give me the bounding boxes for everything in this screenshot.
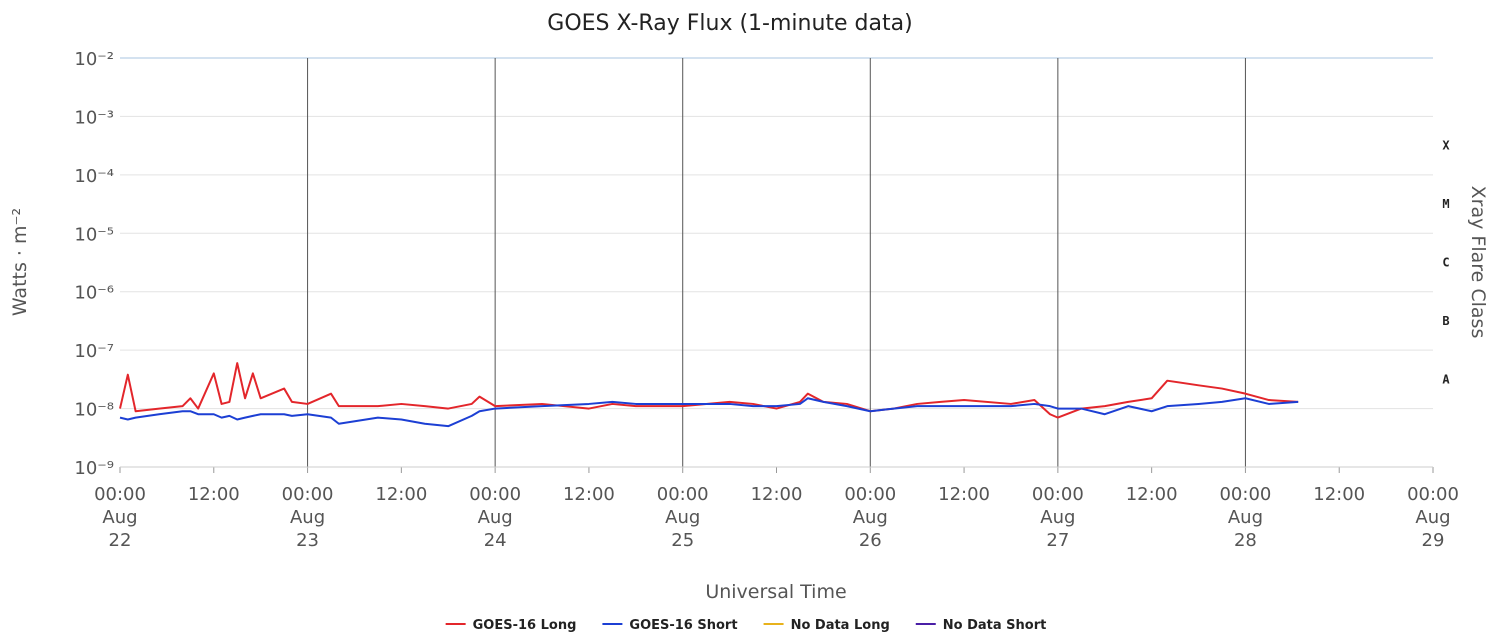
legend-label: GOES-16 Long [473, 618, 577, 633]
legend-item: No Data Long [763, 618, 890, 633]
x-tick-label: 00:00 Aug 22 [94, 484, 146, 551]
x-tick-label-line: 24 [484, 530, 507, 551]
x-tick-label-line: 12:00 [751, 484, 803, 505]
x-tick-label: 00:00 Aug 27 [1032, 484, 1084, 551]
x-tick-label-line: 26 [859, 530, 882, 551]
x-tick-label: 12:00 [375, 484, 427, 505]
chart-title: GOES X-Ray Flux (1-minute data) [547, 11, 912, 36]
flare-class-label: C [1442, 256, 1449, 270]
x-tick-label-line: 23 [296, 530, 319, 551]
y-tick-label: 10⁻³ [74, 107, 114, 128]
x-tick-label-line: 12:00 [938, 484, 990, 505]
y-tick-label: 10⁻⁷ [74, 341, 114, 362]
x-tick-label-line: 29 [1422, 530, 1445, 551]
x-tick-label-line: 12:00 [188, 484, 240, 505]
x-tick-label-line: Aug [1415, 507, 1450, 528]
y-tick-label: 10⁻⁶ [74, 283, 114, 304]
x-tick-label-line: 12:00 [1313, 484, 1365, 505]
x-tick-label-line: 00:00 [657, 484, 709, 505]
x-tick-label-line: Aug [1040, 507, 1075, 528]
y-tick-label: 10⁻⁸ [74, 400, 114, 421]
x-tick-label-line: 25 [671, 530, 694, 551]
legend-item: No Data Short [915, 618, 1047, 633]
x-tick-label-line: 12:00 [563, 484, 615, 505]
x-tick-label-line: 27 [1046, 530, 1069, 551]
legend-label: GOES-16 Short [629, 618, 737, 633]
y-tick-label: 10⁻⁹ [74, 458, 114, 479]
x-tick-label-line: 12:00 [375, 484, 427, 505]
legend-label: No Data Short [943, 618, 1047, 633]
x-tick-label: 12:00 [188, 484, 240, 505]
x-tick-label: 00:00 Aug 26 [844, 484, 896, 551]
x-tick-label-line: 00:00 [469, 484, 521, 505]
x-tick-label-line: 28 [1234, 530, 1257, 551]
x-tick-label: 00:00 Aug 23 [282, 484, 334, 551]
x-tick-label-line: Aug [665, 507, 700, 528]
y-axis-title: Watts · m⁻² [9, 208, 31, 316]
flare-class-label: A [1442, 372, 1450, 386]
x-tick-label-line: Aug [290, 507, 325, 528]
y-tick-label: 10⁻² [74, 49, 114, 70]
x-tick-label-line: 00:00 [844, 484, 896, 505]
data-line [119, 397, 1299, 428]
legend-item: GOES-16 Short [602, 618, 738, 633]
x-tick-label-line: Aug [853, 507, 888, 528]
x-tick-label: 12:00 [563, 484, 615, 505]
legend-label: No Data Long [791, 618, 890, 633]
legend-item: GOES-16 Long [445, 618, 577, 633]
x-tick-label: 00:00 Aug 24 [469, 484, 521, 551]
flare-class-label: M [1442, 197, 1449, 211]
y-tick-label: 10⁻⁵ [74, 224, 114, 245]
flare-class-label: B [1442, 314, 1449, 328]
x-tick-label-line: 00:00 [1219, 484, 1271, 505]
x-tick-label-line: 00:00 [1032, 484, 1084, 505]
x-axis-title: Universal Time [705, 581, 846, 603]
x-tick-label-line: Aug [1228, 507, 1263, 528]
x-tick-label: 00:00 Aug 28 [1219, 484, 1271, 551]
x-tick-label-line: 22 [109, 530, 132, 551]
y-tick-label: 10⁻⁴ [74, 166, 114, 187]
x-tick-label: 12:00 [1126, 484, 1178, 505]
x-tick-label-line: 00:00 [282, 484, 334, 505]
x-tick-label: 12:00 [751, 484, 803, 505]
x-tick-label: 12:00 [1313, 484, 1365, 505]
x-tick-label-line: 12:00 [1126, 484, 1178, 505]
x-tick-label: 00:00 Aug 25 [657, 484, 709, 551]
x-tick-label-line: 00:00 [1407, 484, 1459, 505]
x-tick-label: 00:00 Aug 29 [1407, 484, 1459, 551]
x-tick-label-line: 00:00 [94, 484, 146, 505]
y2-axis-title: Xray Flare Class [1467, 186, 1489, 339]
x-tick-label: 12:00 [938, 484, 990, 505]
x-tick-label-line: Aug [102, 507, 137, 528]
data-line [119, 362, 1299, 419]
x-tick-label-line: Aug [478, 507, 513, 528]
flare-class-label: X [1442, 139, 1450, 153]
